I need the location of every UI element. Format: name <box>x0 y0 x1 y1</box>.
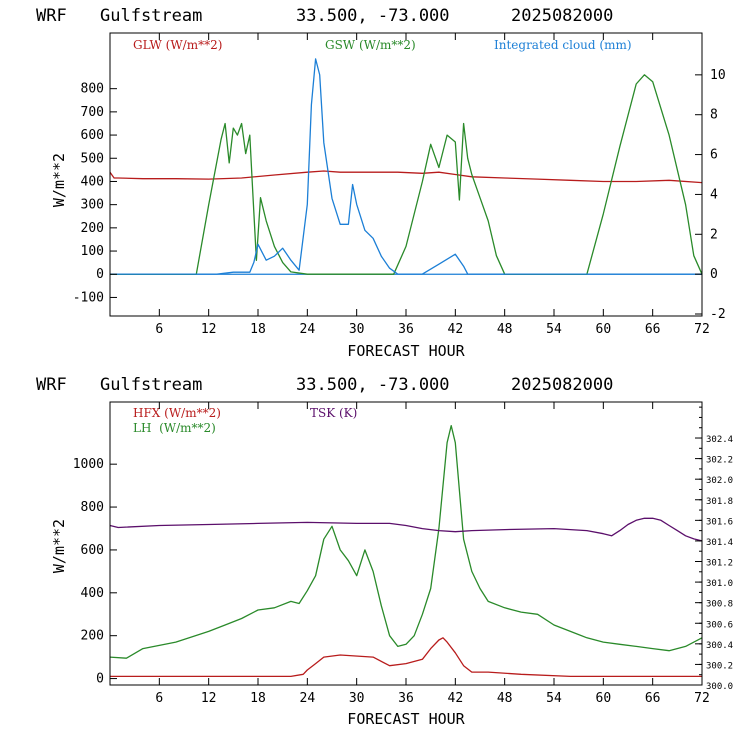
x-tick-label: 12 <box>201 322 217 337</box>
x-tick-label: 6 <box>155 322 163 337</box>
chart-2-axes: 6 12 18 24 30 36 42 48 54 60 66 72 0 200 400 600 800 1000… <box>73 402 733 706</box>
y2-tick-label: 302.4 <box>706 435 733 445</box>
y2-tick-label: -2 <box>710 307 726 322</box>
y-tick-label: 700 <box>81 105 104 120</box>
y-tick-label: 800 <box>81 500 104 515</box>
chart-2-legend-lh: LH (W/m**2) <box>133 421 216 435</box>
series-line-lh <box>109 424 703 659</box>
chart-2-title-coords: 33.500, -73.000 <box>296 375 450 395</box>
x-tick-label: 66 <box>645 322 661 337</box>
y-tick-label: 800 <box>81 82 104 97</box>
y-tick-label: 400 <box>81 586 104 601</box>
chart-2-legend-tsk: TSK (K) <box>310 406 357 420</box>
y2-tick-label: 301.8 <box>706 497 733 507</box>
chart-1: WRF Gulfstream 33.500, -73.000 202508200… <box>36 6 726 360</box>
chart-1-xlabel: FORECAST HOUR <box>347 342 465 360</box>
chart-1-title-date: 2025082000 <box>511 6 613 26</box>
y-tick-label: 200 <box>81 221 104 236</box>
y2-tick-label: 300.8 <box>706 600 733 610</box>
chart-2-title-model: WRF <box>36 375 67 395</box>
x-tick-label: 6 <box>155 691 163 706</box>
y-tick-label: 400 <box>81 174 104 189</box>
x-tick-label: 54 <box>546 322 562 337</box>
x-tick-label: 60 <box>596 322 612 337</box>
y-tick-label: -100 <box>73 290 104 305</box>
x-tick-label: 48 <box>497 322 513 337</box>
y2-tick-label: 301.0 <box>706 579 733 589</box>
x-tick-label: 30 <box>349 691 365 706</box>
y2-tick-label: 4 <box>710 187 718 202</box>
y2-tick-label: 8 <box>710 108 718 123</box>
series-line-tsk <box>109 517 703 542</box>
y-tick-label: 0 <box>96 267 104 282</box>
chart-2-xlabel: FORECAST HOUR <box>347 710 465 728</box>
x-tick-label: 72 <box>694 322 710 337</box>
chart-2-legend-hfx: HFX (W/m**2) <box>133 406 221 420</box>
y-tick-label: 500 <box>81 151 104 166</box>
chart-1-title-coords: 33.500, -73.000 <box>296 6 450 26</box>
chart-1-legend-glw: GLW (W/m**2) <box>133 38 222 52</box>
y2-tick-label: 302.0 <box>706 476 733 486</box>
x-tick-label: 36 <box>398 322 414 337</box>
chart-1-title-model: WRF <box>36 6 67 26</box>
y2-tick-label: 0 <box>710 267 718 282</box>
chart-1-title-location: Gulfstream <box>100 6 202 26</box>
y-tick-label: 300 <box>81 198 104 213</box>
y2-tick-label: 301.6 <box>706 517 733 527</box>
y-tick-label: 1000 <box>73 457 104 472</box>
y2-tick-label: 300.6 <box>706 620 733 630</box>
y2-tick-label: 301.2 <box>706 559 733 569</box>
series-line-gsw <box>110 74 703 275</box>
x-tick-label: 42 <box>448 691 464 706</box>
y-tick-label: 600 <box>81 543 104 558</box>
y-tick-label: 600 <box>81 128 104 143</box>
x-tick-label: 12 <box>201 691 217 706</box>
chart-1-legend-cloud: Integrated cloud (mm) <box>494 38 632 52</box>
x-tick-label: 42 <box>448 322 464 337</box>
y-tick-label: 0 <box>96 672 104 687</box>
y2-tick-label: 301.4 <box>706 538 733 548</box>
chart-2-title-date: 2025082000 <box>511 375 613 395</box>
x-tick-label: 72 <box>694 691 710 706</box>
x-tick-label: 54 <box>546 691 562 706</box>
chart-1-series <box>109 58 703 275</box>
y2-tick-label: 300.0 <box>706 682 733 692</box>
y-tick-label: 100 <box>81 244 104 259</box>
y2-tick-label: 6 <box>710 148 718 163</box>
y-tick-label: 200 <box>81 629 104 644</box>
x-tick-label: 66 <box>645 691 661 706</box>
series-line-glw <box>109 170 703 184</box>
x-tick-label: 24 <box>300 691 316 706</box>
chart-1-legend-gsw: GSW (W/m**2) <box>325 38 416 52</box>
y2-tick-label: 300.2 <box>706 661 733 671</box>
chart-1-ylabel: W/m**2 <box>50 153 68 207</box>
x-tick-label: 36 <box>398 691 414 706</box>
x-tick-label: 24 <box>300 322 316 337</box>
chart-2: WRF Gulfstream 33.500, -73.000 202508200… <box>36 375 733 728</box>
x-tick-label: 48 <box>497 691 513 706</box>
y2-tick-label: 300.4 <box>706 641 733 651</box>
series-line-hfx <box>110 637 702 678</box>
y2-tick-label: 2 <box>710 227 718 242</box>
chart-1-axes: 6 12 18 24 30 36 42 48 54 60 66 72-1000100200300400… <box>73 33 726 337</box>
x-tick-label: 18 <box>250 691 266 706</box>
x-tick-label: 18 <box>250 322 266 337</box>
x-tick-label: 60 <box>596 691 612 706</box>
chart-2-frame <box>109 401 703 686</box>
y2-tick-label: 302.2 <box>706 456 733 466</box>
chart-1-frame <box>109 32 703 317</box>
chart-2-ylabel: W/m**2 <box>50 519 68 573</box>
chart-2-title-location: Gulfstream <box>100 375 202 395</box>
chart-2-series <box>109 424 703 678</box>
series-line-cloud <box>110 58 702 275</box>
x-tick-label: 30 <box>349 322 365 337</box>
y2-tick-label: 10 <box>710 68 726 83</box>
